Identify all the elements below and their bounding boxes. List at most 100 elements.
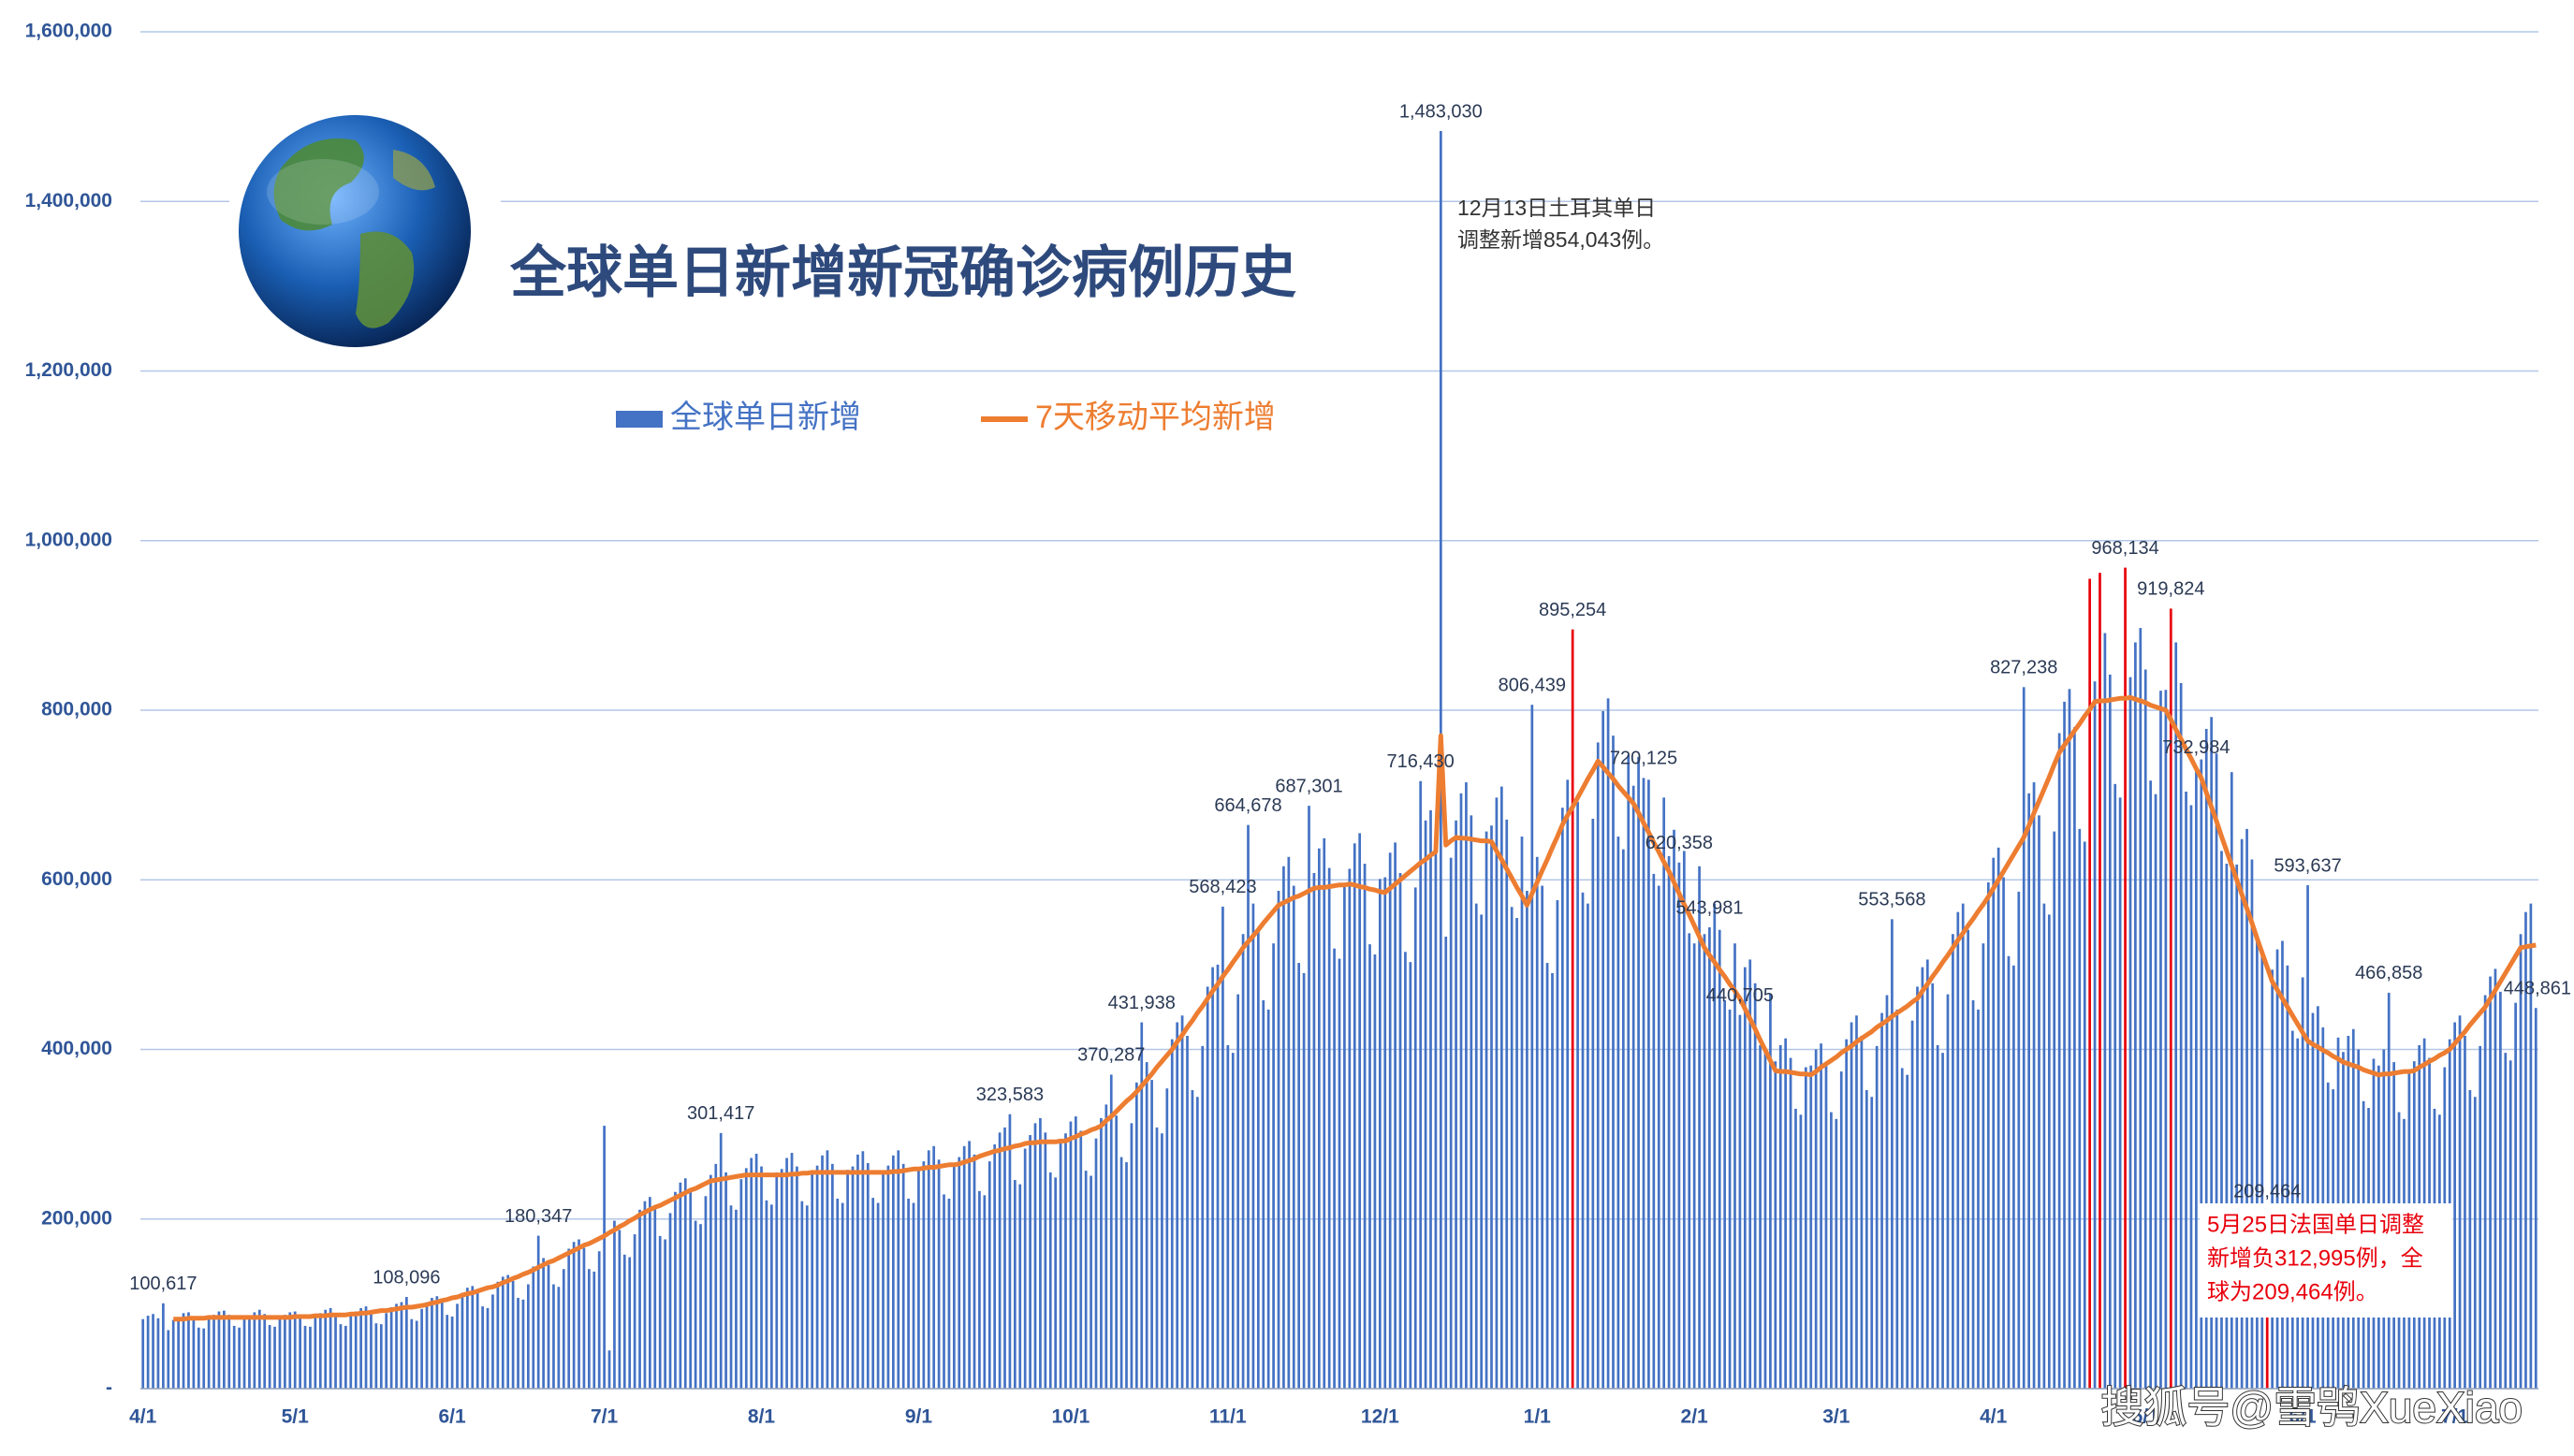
value-label: 895,254 <box>1539 600 1606 620</box>
bar <box>1789 1057 1792 1389</box>
bar <box>288 1312 292 1389</box>
bar <box>1297 963 1301 1389</box>
legend-label: 7天移动平均新增 <box>1035 400 1276 435</box>
bar <box>882 1171 885 1389</box>
bar <box>506 1274 510 1389</box>
bar <box>1079 1130 1083 1389</box>
bar <box>1470 815 1473 1389</box>
bar <box>815 1165 819 1389</box>
globe-icon <box>239 115 471 347</box>
bar <box>405 1297 408 1389</box>
bar <box>1708 927 1711 1389</box>
bar <box>141 1318 145 1389</box>
bar <box>1743 967 1747 1389</box>
bar <box>2154 794 2157 1389</box>
bar <box>856 1154 859 1389</box>
bar <box>2473 1097 2477 1389</box>
bar <box>446 1315 449 1389</box>
x-tick-label: 7/1 <box>2441 1406 2469 1428</box>
bar <box>603 1126 606 1389</box>
bar <box>1251 903 1255 1389</box>
bar <box>1358 833 1362 1389</box>
bar <box>1526 891 1528 1389</box>
bar <box>1956 911 1960 1389</box>
bar <box>1090 1175 1092 1389</box>
bar <box>1054 1177 1058 1389</box>
bar <box>973 1154 976 1389</box>
bar <box>841 1202 844 1389</box>
bar <box>1495 797 1499 1389</box>
bar <box>2128 677 2132 1389</box>
bar <box>2108 674 2112 1389</box>
bar <box>618 1230 622 1389</box>
bar <box>2032 782 2036 1389</box>
bar <box>2113 783 2117 1389</box>
bar <box>1013 1180 1016 1389</box>
bar <box>1992 857 1996 1389</box>
bar <box>760 1166 763 1389</box>
bar <box>1474 903 1478 1389</box>
x-tick-label: 4/1 <box>129 1406 157 1428</box>
bar <box>1003 1127 1006 1389</box>
bar <box>2275 949 2279 1389</box>
bar <box>1830 1112 1833 1389</box>
bar <box>1434 841 1438 1389</box>
bar <box>1348 868 1352 1389</box>
bar <box>156 1318 160 1389</box>
bar <box>952 1165 956 1389</box>
bar <box>1272 943 1275 1389</box>
bar <box>1967 929 1969 1389</box>
bar <box>278 1317 282 1389</box>
bar <box>379 1324 383 1389</box>
bar <box>871 1198 875 1389</box>
bar <box>491 1294 494 1389</box>
bar <box>1961 903 1965 1389</box>
bar <box>2220 851 2223 1389</box>
x-tick-label: 12/1 <box>1361 1406 1399 1428</box>
bar <box>2240 838 2244 1389</box>
bar <box>2103 633 2107 1389</box>
bar <box>389 1307 393 1389</box>
bar <box>1176 1022 1179 1389</box>
bar <box>1069 1121 1073 1389</box>
bar <box>1287 856 1291 1389</box>
bar <box>1119 1157 1123 1389</box>
bar <box>821 1155 824 1389</box>
bar <box>1059 1140 1062 1389</box>
bar <box>562 1269 565 1389</box>
bar <box>754 1153 758 1389</box>
bar <box>826 1150 829 1389</box>
bar <box>1221 906 1224 1389</box>
bar <box>1982 943 1985 1389</box>
x-tick-label: 8/1 <box>748 1406 776 1428</box>
bar <box>456 1303 459 1389</box>
bar <box>907 1199 910 1389</box>
bar <box>2073 727 2076 1389</box>
bar <box>1343 882 1346 1389</box>
bar <box>582 1247 586 1389</box>
bar <box>364 1306 368 1389</box>
annotation: 调整新增854,043例。 <box>1457 227 1664 252</box>
bar <box>1186 1036 1189 1389</box>
bar <box>1839 1071 1843 1389</box>
bar <box>724 1172 727 1389</box>
bar <box>2387 992 2391 1389</box>
bar <box>2200 759 2203 1389</box>
bar <box>2012 965 2015 1389</box>
bar <box>1535 856 1539 1389</box>
value-label: 301,417 <box>687 1103 754 1124</box>
bar <box>1484 831 1488 1389</box>
bar <box>2038 815 2040 1389</box>
bar <box>1109 1074 1113 1389</box>
bar <box>1241 934 1245 1389</box>
bar <box>2529 903 2533 1389</box>
bar <box>521 1299 525 1389</box>
bar <box>613 1220 616 1389</box>
bar <box>2057 733 2061 1389</box>
bar <box>2185 792 2187 1389</box>
y-tick-label: 1,600,000 <box>25 21 112 42</box>
value-label: 100,617 <box>129 1274 197 1294</box>
bar <box>1023 1148 1027 1389</box>
bar <box>1302 972 1306 1389</box>
bar <box>1048 1172 1052 1389</box>
